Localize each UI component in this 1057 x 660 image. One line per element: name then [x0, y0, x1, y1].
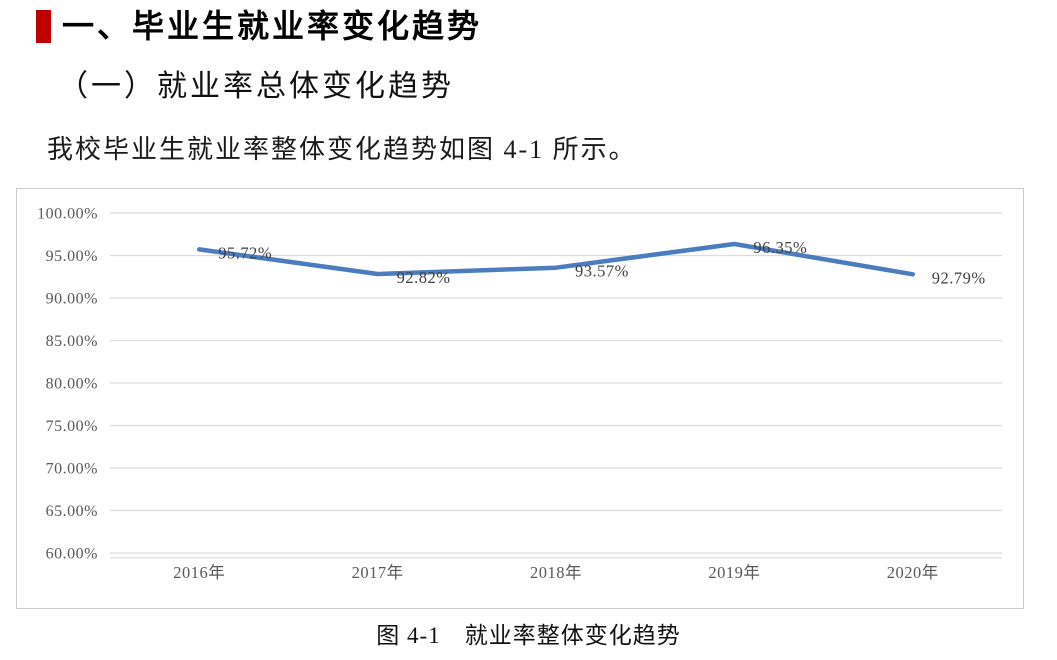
y-axis-tick-label: 65.00%: [46, 503, 98, 520]
y-axis-tick-label: 100.00%: [37, 206, 98, 223]
data-point-label: 96.35%: [753, 238, 807, 257]
section-heading: 一、毕业生就业率变化趋势: [62, 8, 483, 44]
data-point-label: 95.72%: [218, 243, 272, 262]
data-point-label: 92.79%: [932, 268, 986, 287]
employment-rate-series-line: [196, 241, 916, 277]
data-point-label: 93.57%: [575, 262, 629, 281]
body-paragraph: 我校毕业生就业率整体变化趋势如图 4-1 所示。: [47, 135, 637, 164]
employment-rate-chart: 100.00% 95.00% 90.00% 85.00% 80.00% 75.00% 70.…: [16, 188, 1024, 609]
y-axis-tick-label: 95.00%: [46, 248, 98, 265]
y-axis-tick-label: 75.00%: [46, 418, 98, 435]
section-heading-row: 一、毕业生就业率变化趋势: [36, 6, 482, 46]
y-axis-tick-label: 60.00%: [46, 546, 98, 563]
y-axis-tick-label: 90.00%: [46, 291, 98, 308]
y-axis-tick-label: 85.00%: [46, 333, 98, 350]
x-axis-tick-label: 2020年: [887, 563, 939, 582]
y-axis-tick-label: 80.00%: [46, 376, 98, 393]
subsection-heading: （一）就业率总体变化趋势: [58, 70, 454, 103]
x-axis-tick-label: 2019年: [708, 563, 760, 582]
red-accent-bar: [36, 10, 51, 43]
x-axis-tick-label: 2018年: [530, 563, 582, 582]
x-axis-tick-label: 2017年: [352, 563, 404, 582]
employment-rate-line-chart-svg: 100.00% 95.00% 90.00% 85.00% 80.00% 75.00% 70.…: [37, 206, 1002, 582]
figure-caption: 图 4-1 就业率整体变化趋势: [376, 623, 681, 648]
x-axis-tick-label: 2016年: [173, 563, 225, 582]
data-point-label: 92.82%: [397, 268, 451, 287]
y-axis-tick-label: 70.00%: [46, 461, 98, 478]
